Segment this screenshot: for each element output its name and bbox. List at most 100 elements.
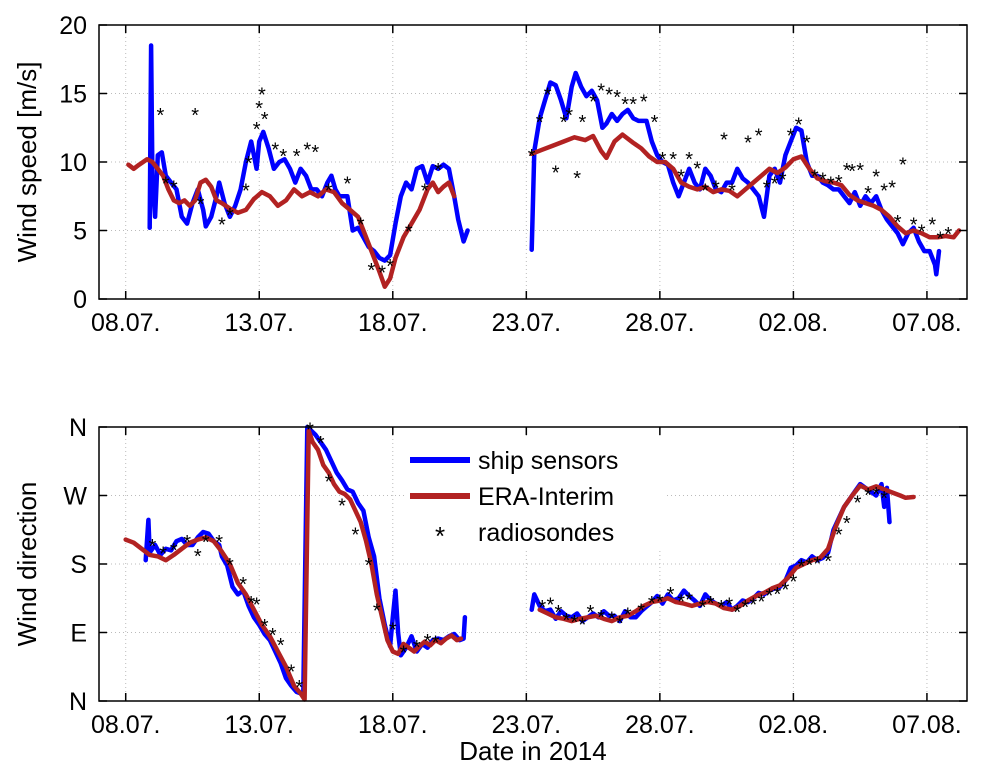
wind-speed-radiosondes-point: * bbox=[728, 180, 736, 202]
wind-speed-radiosondes-point: * bbox=[421, 180, 429, 202]
wind-direction-radiosondes-point: * bbox=[338, 496, 346, 518]
wind-direction-ytick-label: S bbox=[70, 551, 87, 579]
wind-speed-radiosondes-point: * bbox=[755, 126, 763, 148]
wind-direction-radiosondes-point: * bbox=[790, 572, 798, 594]
wind-direction-radiosondes-point: * bbox=[571, 612, 579, 634]
wind-direction-xtick-label: 23.07. bbox=[492, 711, 562, 739]
wind-speed-radiosondes-point: * bbox=[811, 167, 819, 189]
wind-direction-radiosondes-point: * bbox=[389, 620, 397, 642]
wind-direction-radiosondes-point: * bbox=[597, 607, 605, 629]
wind-speed-radiosondes-point: * bbox=[218, 215, 226, 237]
wind-speed-ticks: 08.07. 13.07. 18.07. 23.07. 28.07. 02.08. 07.0… bbox=[59, 12, 967, 337]
wind-speed-radiosondes-point: * bbox=[771, 174, 779, 196]
wind-speed-radiosondes-point: * bbox=[779, 169, 787, 191]
wind-speed-radiosondes-point: * bbox=[357, 215, 365, 237]
wind-speed-radiosondes-point: * bbox=[279, 146, 287, 168]
wind-direction-radiosondes-point: * bbox=[707, 593, 715, 615]
wind-direction-radiosondes-point: * bbox=[295, 677, 303, 699]
wind-speed-radiosondes-point: * bbox=[880, 180, 888, 202]
wind-speed-radiosondes-point: * bbox=[744, 133, 752, 155]
wind-direction-radiosondes-point: * bbox=[854, 493, 862, 515]
wind-direction-radiosondes-point: * bbox=[616, 613, 624, 635]
wind-speed-radiosondes-point: * bbox=[325, 180, 333, 202]
legend-radiosondes-label: radiosondes bbox=[478, 519, 614, 547]
wind-direction-radiosondes-point: * bbox=[239, 574, 247, 596]
wind-speed-radiosondes-point: * bbox=[242, 180, 250, 202]
wind-speed-radiosondes-point: * bbox=[835, 172, 843, 194]
wind-direction-radiosondes-point: * bbox=[247, 593, 255, 615]
wind-direction-panel: * * * *** ****** * ************ * * ** * * * * ** * * * * *… bbox=[12, 414, 968, 766]
wind-speed-radiosondes-point: * bbox=[579, 112, 587, 134]
wind-direction-radiosondes-point: * bbox=[277, 635, 285, 657]
wind-speed-panel: ** **** ******** * * * ** *** * ************* * * * *… bbox=[12, 12, 968, 337]
wind-speed-radiosondes-point: * bbox=[640, 91, 648, 113]
wind-direction-era-interim-line bbox=[123, 428, 464, 702]
legend-ship-sensors-label: ship sensors bbox=[478, 447, 618, 475]
wind-speed-radiosondes-point: * bbox=[787, 126, 795, 148]
wind-speed-radiosondes-point: * bbox=[918, 222, 926, 244]
wind-direction-xtick-label: 28.07. bbox=[625, 711, 695, 739]
wind-direction-radiosondes-point: * bbox=[183, 532, 191, 554]
wind-speed-ytick-label: 0 bbox=[73, 286, 87, 314]
wind-speed-radiosondes-point: * bbox=[344, 174, 352, 196]
wind-direction-radiosondes-point: * bbox=[717, 597, 725, 619]
wind-direction-radiosondes-point: * bbox=[547, 595, 555, 617]
wind-speed-radiosondes-point: * bbox=[803, 133, 811, 155]
wind-direction-radiosondes-point: * bbox=[699, 597, 707, 619]
wind-speed-radiosondes-point: * bbox=[701, 180, 709, 202]
wind-speed-radiosondes-point: * bbox=[720, 130, 728, 152]
wind-speed-radiosondes-point: * bbox=[894, 212, 902, 234]
wind-speed-radiosondes-point: * bbox=[197, 194, 205, 216]
wind-speed-radiosondes-point: * bbox=[405, 222, 413, 244]
wind-speed-radiosondes-point: * bbox=[872, 167, 880, 189]
wind-speed-radiosondes-point: * bbox=[565, 105, 573, 127]
wind-direction-radiosondes-point: * bbox=[226, 555, 234, 577]
wind-direction-radiosondes-point: * bbox=[648, 593, 656, 615]
wind-direction-radiosondes-point: * bbox=[806, 555, 814, 577]
wind-speed-radiosondes-point: * bbox=[621, 94, 629, 116]
wind-speed-radiosondes-point: * bbox=[162, 174, 170, 196]
wind-direction-radiosondes-point: * bbox=[843, 513, 851, 535]
wind-direction-radiosondes-point: * bbox=[774, 584, 782, 606]
wind-speed-plot-area: ** **** ******** * * * ** *** * ************* * * * *… bbox=[126, 43, 962, 289]
wind-direction-radiosondes-point: * bbox=[798, 557, 806, 579]
legend-radiosondes-marker: * bbox=[435, 521, 445, 551]
wind-direction-xtick-label: 02.08. bbox=[759, 711, 829, 739]
wind-speed-radiosondes-point: * bbox=[157, 105, 165, 127]
wind-speed-radiosondes-point: * bbox=[928, 215, 936, 237]
wind-speed-radiosondes-point: * bbox=[899, 154, 907, 176]
wind-speed-xtick-label: 13.07. bbox=[224, 309, 294, 337]
wind-direction-radiosondes-point: * bbox=[215, 532, 223, 554]
wind-direction-radiosondes-point: * bbox=[608, 608, 616, 630]
wind-speed-radiosondes-point: * bbox=[378, 263, 386, 285]
wind-speed-radiosondes-point: * bbox=[303, 139, 311, 161]
wind-direction-radiosondes-point: * bbox=[413, 637, 421, 659]
wind-direction-radiosondes-point: * bbox=[677, 592, 685, 614]
wind-speed-radiosondes-point: * bbox=[677, 167, 685, 189]
wind-direction-ytick-label: N bbox=[69, 414, 87, 442]
wind-speed-xtick-label: 18.07. bbox=[358, 309, 428, 337]
legend-era-interim-label: ERA-Interim bbox=[478, 483, 614, 511]
wind-speed-radiosondes-point: * bbox=[613, 87, 621, 109]
wind-direction-radiosondes-point: * bbox=[872, 484, 880, 506]
wind-direction-radiosondes-point: * bbox=[880, 488, 888, 510]
wind-speed-radiosondes-point: * bbox=[827, 174, 835, 196]
wind-speed-radiosondes-point: * bbox=[763, 178, 771, 200]
wind-speed-xtick-label: 07.08. bbox=[892, 309, 962, 337]
wind-direction-xtick-label: 13.07. bbox=[224, 711, 294, 739]
wind-direction-radiosondes-point: * bbox=[814, 554, 822, 576]
wind-direction-xtick-label: 08.07. bbox=[91, 711, 161, 739]
wind-direction-radiosondes-point: * bbox=[555, 602, 563, 624]
wind-speed-radiosondes-point: * bbox=[795, 115, 803, 137]
wind-direction-radiosondes-point: * bbox=[306, 420, 314, 442]
wind-speed-radiosondes-point: * bbox=[311, 142, 319, 164]
wind-direction-radiosondes-point: * bbox=[587, 602, 595, 624]
wind-speed-radiosondes-point: * bbox=[170, 178, 178, 200]
wind-direction-radiosondes-point: * bbox=[824, 551, 832, 573]
wind-direction-radiosondes-point: * bbox=[159, 544, 167, 566]
wind-speed-radiosondes-point: * bbox=[560, 112, 568, 134]
wind-speed-xtick-label: 02.08. bbox=[759, 309, 829, 337]
wind-direction-radiosondes-point: * bbox=[317, 433, 325, 455]
wind-direction-radiosondes-point: * bbox=[352, 525, 360, 547]
